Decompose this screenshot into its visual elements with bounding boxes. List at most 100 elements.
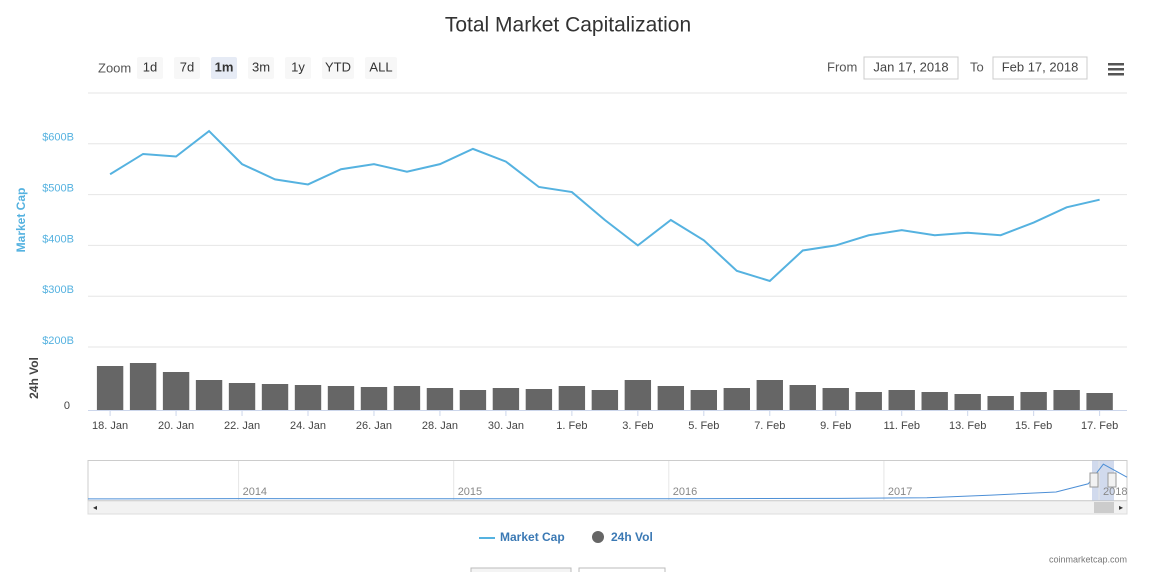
zoom-button[interactable]: [211, 57, 237, 79]
legend-label[interactable]: Market Cap: [500, 530, 565, 544]
y-tick-label: $600B: [42, 132, 74, 144]
x-tick-label: 18. Jan: [92, 420, 128, 432]
y-axis-label: Market Cap: [14, 188, 28, 253]
navigator-tick-label: 2017: [888, 486, 912, 498]
volume-bar: [261, 384, 289, 410]
x-tick-label: 7. Feb: [754, 420, 785, 432]
x-tick-label: 5. Feb: [688, 420, 719, 432]
volume-bar: [360, 387, 388, 410]
volume-bar: [525, 389, 553, 410]
to-label: To: [970, 59, 984, 74]
volume-bar: [1086, 393, 1113, 410]
volume-bar: [327, 386, 355, 410]
from-label: From: [827, 59, 857, 74]
volume-bar: [624, 380, 652, 410]
volume-bar: [1053, 390, 1080, 410]
scrollbar[interactable]: [87, 500, 1128, 515]
navigator-tick-label: 2016: [673, 486, 697, 498]
volume-bar: [855, 392, 882, 410]
zoom-button[interactable]: [137, 57, 163, 79]
menu-bar: [1108, 73, 1124, 76]
volume-bar: [987, 396, 1014, 410]
zoom-button[interactable]: [248, 57, 274, 79]
volume-bar: [1020, 392, 1047, 410]
volume-bar: [558, 386, 586, 410]
y-tick-label: $500B: [42, 183, 74, 195]
zoom-button-label: 1y: [291, 59, 305, 74]
x-tick-label: 3. Feb: [622, 420, 653, 432]
x-tick-label: 17. Feb: [1081, 420, 1118, 432]
legend-dot: [592, 531, 604, 543]
volume-bar: [822, 388, 849, 410]
market-cap-line: [109, 129, 1100, 283]
zoom-button[interactable]: [285, 57, 311, 79]
button-edge[interactable]: [578, 567, 666, 572]
x-tick-label: 22. Jan: [224, 420, 260, 432]
volume-bar: [294, 385, 322, 410]
x-tick-label: 15. Feb: [1015, 420, 1052, 432]
navigator-handle[interactable]: [1089, 472, 1099, 488]
volume-bar: [492, 388, 520, 410]
volume-bar: [195, 380, 223, 410]
zoom-button-label: 7d: [180, 59, 194, 74]
y-tick-label: 0: [64, 400, 70, 412]
volume-bar: [723, 388, 750, 410]
volume-bar: [591, 390, 619, 410]
scroll-right[interactable]: ▸: [1119, 503, 1123, 512]
navigator-tick-label: 2015: [458, 486, 482, 498]
volume-bar: [921, 392, 948, 410]
x-tick-label: 26. Jan: [356, 420, 392, 432]
menu-bar: [1108, 63, 1124, 66]
zoom-button-label: 1d: [143, 59, 157, 74]
volume-bar: [162, 372, 190, 410]
to-value: Feb 17, 2018: [1002, 59, 1079, 74]
zoom-button-label: 1m: [215, 59, 234, 74]
volume-bar: [657, 386, 685, 410]
volume-bar: [690, 390, 718, 410]
from-value: Jan 17, 2018: [873, 59, 948, 74]
scrollbar-thumb[interactable]: [1094, 502, 1114, 513]
zoom-button[interactable]: [322, 57, 354, 79]
navigator-tick-label: 2014: [243, 486, 267, 498]
navigator-handle[interactable]: [1107, 472, 1117, 488]
volume-bar: [228, 383, 256, 410]
volume-bar: [459, 390, 487, 410]
menu-bar: [1108, 68, 1124, 71]
scroll-left[interactable]: ◂: [93, 503, 97, 512]
volume-bar: [756, 380, 783, 410]
volume-bar: [129, 363, 157, 410]
x-tick-label: 28. Jan: [422, 420, 458, 432]
volume-bar: [426, 388, 454, 410]
volume-bar: [393, 386, 421, 410]
menu-button[interactable]: [1106, 56, 1128, 80]
zoom-button[interactable]: [365, 57, 397, 79]
zoom-label: Zoom: [98, 60, 131, 75]
volume-bar: [954, 394, 981, 410]
navigator-mask[interactable]: [1092, 460, 1114, 501]
x-tick-label: 13. Feb: [949, 420, 986, 432]
navigator-tick-label: 2018: [1103, 486, 1127, 498]
volume-bar: [888, 390, 915, 410]
zoom-button-label: ALL: [369, 59, 392, 74]
volume-axis-label: 24h Vol: [27, 357, 41, 399]
y-tick-label: $300B: [42, 284, 74, 296]
chart-title: Total Market Capitalization: [445, 14, 691, 37]
x-tick-label: 30. Jan: [488, 420, 524, 432]
credit: coinmarketcap.com: [1049, 554, 1127, 564]
zoom-button-label: YTD: [325, 59, 351, 74]
volume-bar: [789, 385, 816, 410]
from-input[interactable]: [863, 56, 959, 80]
to-input[interactable]: [992, 56, 1088, 80]
button-edge[interactable]: [470, 567, 572, 572]
x-tick-label: 20. Jan: [158, 420, 194, 432]
x-tick-label: 1. Feb: [556, 420, 587, 432]
volume-bar: [96, 366, 124, 410]
legend-label[interactable]: 24h Vol: [611, 530, 653, 544]
x-tick-label: 11. Feb: [883, 420, 920, 432]
zoom-button[interactable]: [174, 57, 200, 79]
x-tick-label: 24. Jan: [290, 420, 326, 432]
y-tick-label: $400B: [42, 233, 74, 245]
zoom-button-label: 3m: [252, 59, 270, 74]
